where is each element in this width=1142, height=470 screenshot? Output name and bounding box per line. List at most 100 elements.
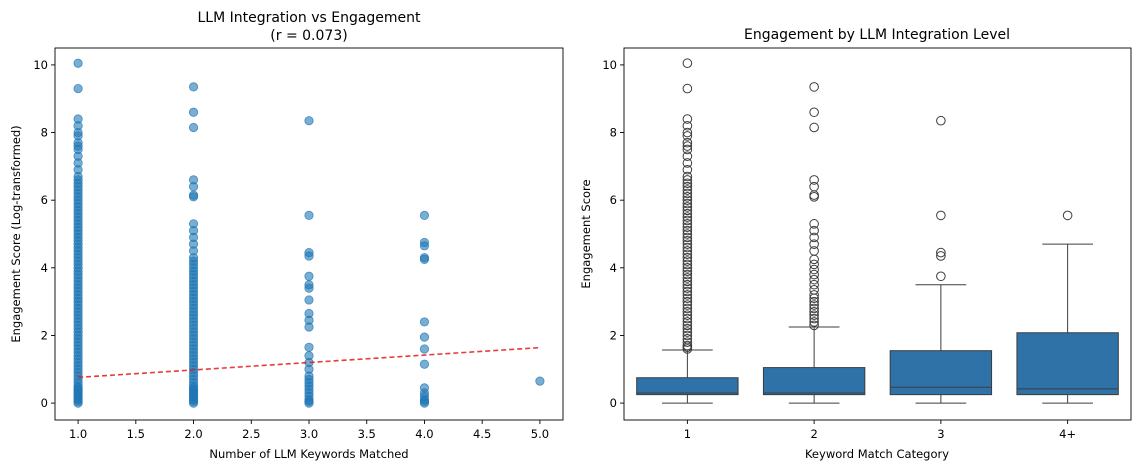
box-outlier <box>682 188 693 199</box>
scatter-point <box>188 190 199 200</box>
box-outlier <box>682 181 693 192</box>
scatter-x-ticks: 1.0 1.5 2.0 2.5 3.0 3.5 4.0 4.5 5.0 <box>69 420 549 441</box>
scatter-point <box>419 210 430 220</box>
box-outlier <box>682 269 693 280</box>
box-outlier <box>682 229 693 239</box>
box-outlier <box>682 212 693 222</box>
box-outlier <box>682 337 693 348</box>
x-tick-label: 1 <box>684 427 691 441</box>
box-outlier <box>682 290 693 300</box>
scatter-point <box>419 332 430 342</box>
box-outlier <box>682 222 693 233</box>
boxplot-boxes <box>636 58 1119 404</box>
scatter-plot-frame <box>54 47 564 421</box>
box-outlier <box>682 127 693 138</box>
scatter-point <box>304 295 314 305</box>
x-tick-label: 4+ <box>1059 427 1076 441</box>
box-outlier <box>936 115 946 126</box>
box-outlier <box>809 303 819 314</box>
box-outlier <box>682 279 693 290</box>
box-outlier <box>809 279 819 290</box>
box-outlier <box>682 293 693 304</box>
box-outlier <box>682 300 693 310</box>
scatter-point <box>304 280 314 290</box>
box-outlier <box>682 205 693 216</box>
box-outlier <box>936 210 946 221</box>
box-outlier <box>809 285 819 295</box>
box-outlier <box>809 310 819 320</box>
box-outlier <box>682 198 693 209</box>
scatter-trendline <box>78 346 540 379</box>
y-tick-label: 4 <box>41 261 48 275</box>
box-outlier <box>1062 210 1073 221</box>
y-tick-label: 6 <box>41 193 48 207</box>
x-tick-label: 5.0 <box>531 427 549 441</box>
box-outlier <box>682 175 693 185</box>
box-outlier <box>682 276 693 287</box>
box-outlier <box>809 239 819 249</box>
box-outlier <box>682 83 693 94</box>
box-outlier <box>809 300 819 310</box>
box-outlier <box>809 259 819 270</box>
box-outlier <box>682 192 693 202</box>
boxplot-x-label: Keyword Match Category <box>805 447 949 461</box>
scatter-point <box>419 359 430 369</box>
scatter-points <box>73 58 545 408</box>
box-outlier <box>809 122 819 133</box>
box-iqr <box>762 367 866 396</box>
box-outlier <box>682 273 693 283</box>
box-outlier <box>682 313 693 324</box>
box-outlier <box>682 323 693 334</box>
box-outlier <box>682 334 693 344</box>
x-tick-label: 3 <box>937 427 944 441</box>
box-outlier <box>682 225 693 236</box>
box-outlier <box>809 246 819 256</box>
box-outlier <box>682 252 693 263</box>
box-outlier <box>682 58 693 69</box>
box-outlier <box>809 313 819 324</box>
x-tick-label: 1.0 <box>69 427 87 441</box>
box-outlier <box>682 141 693 151</box>
box-outlier <box>682 215 693 226</box>
scatter-point <box>73 83 83 94</box>
scatter-subtitle: (r = 0.073) <box>270 28 347 44</box>
box-outlier <box>682 286 693 297</box>
y-tick-label: 2 <box>610 328 617 342</box>
boxplot-panel: Engagement by LLM Integration Level 0 2 4 6… <box>579 27 1132 461</box>
box-outlier <box>809 274 819 285</box>
box-outlier <box>809 306 819 317</box>
y-tick-label: 8 <box>610 126 617 140</box>
box-outlier <box>682 306 693 317</box>
box-outlier <box>682 266 693 277</box>
y-tick-label: 6 <box>610 193 617 207</box>
scatter-x-label: Number of LLM Keywords Matched <box>209 447 408 461</box>
box-outlier <box>809 225 819 236</box>
scatter-point <box>304 351 314 361</box>
box-outlier <box>682 256 693 266</box>
box-outlier <box>682 327 693 337</box>
scatter-point <box>188 122 199 133</box>
box-iqr <box>636 377 739 396</box>
box-outlier <box>682 151 693 162</box>
box-outlier <box>682 137 693 148</box>
box-outlier <box>682 303 693 314</box>
x-tick-label: 3.5 <box>358 427 376 441</box>
x-tick-label: 2.5 <box>242 427 260 441</box>
box-outlier <box>682 114 693 124</box>
scatter-y-label: Engagement Score (Log-transformed) <box>9 125 23 342</box>
boxplot-x-ticks: 1 2 3 4+ <box>684 420 1076 441</box>
scatter-point <box>419 317 430 327</box>
scatter-point <box>535 376 545 386</box>
box-outlier <box>682 195 693 205</box>
box-outlier <box>809 181 819 192</box>
box-outlier <box>682 202 693 212</box>
box-outlier <box>682 239 693 249</box>
box-outlier <box>682 242 693 253</box>
box-outlier <box>682 317 693 327</box>
scatter-point <box>419 383 430 393</box>
boxplot-y-label: Engagement Score <box>579 179 593 288</box>
boxplot-plot-frame <box>623 47 1132 421</box>
boxplot-y-ticks: 0 2 4 6 8 10 <box>602 58 624 410</box>
box-outlier <box>809 317 819 327</box>
x-tick-label: 3.0 <box>300 427 318 441</box>
